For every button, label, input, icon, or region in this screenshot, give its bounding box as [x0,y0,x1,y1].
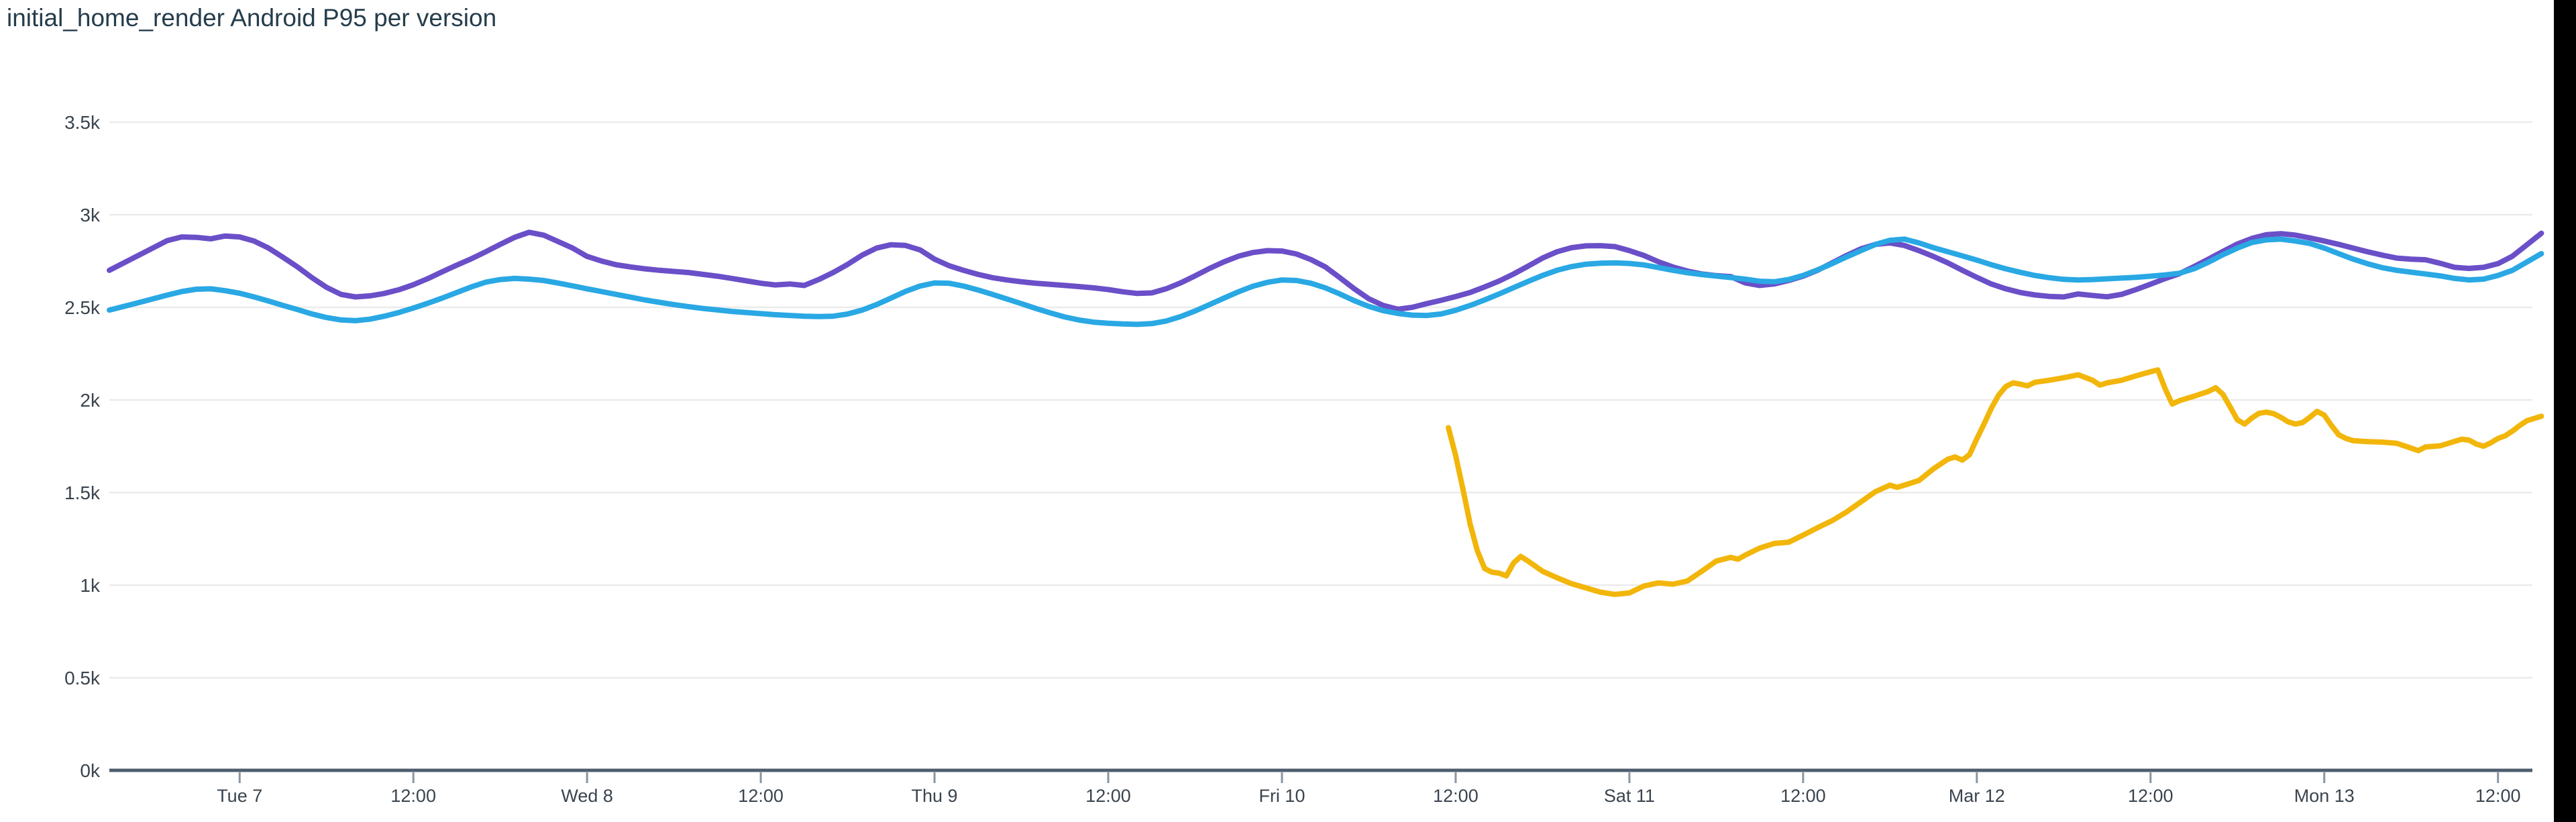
x-tick-label: 12:00 [1433,786,1479,806]
series-line-version-lightblue[interactable] [107,236,2544,327]
gridlines [109,121,2532,679]
y-tick-label: 0.5k [64,668,101,688]
x-tick-label: 12:00 [1085,786,1131,806]
x-tick-label: Mon 13 [2294,786,2355,806]
x-tick-label: Wed 8 [561,786,613,806]
series-line-version-purple[interactable] [107,229,2544,312]
x-tick-label: 12:00 [1780,786,1826,806]
x-axis [109,768,2532,783]
x-tick-label: 12:00 [2128,786,2174,806]
y-tick-label: 1.5k [64,482,101,503]
y-tick-label: 1k [80,575,101,596]
y-tick-label: 3.5k [64,112,101,133]
y-tick-label: 2k [80,390,101,411]
x-tick-label: Thu 9 [912,786,958,806]
y-axis-tick-labels: 0k 0.5k 1k 1.5k 2k 2.5k 3k 3.5k [64,112,101,781]
y-tick-label: 2.5k [64,297,101,318]
series-lines[interactable] [107,229,2544,597]
y-tick-label: 0k [80,760,101,781]
y-tick-label: 3k [80,205,101,225]
screen-right-black-border [2554,0,2576,822]
x-tick-label: Fri 10 [1258,786,1305,806]
chart-title: initial_home_render Android P95 per vers… [7,4,497,32]
x-tick-label: Tue 7 [217,786,262,806]
x-tick-label: 12:00 [2475,786,2521,806]
x-tick-label: Sat 11 [1604,786,1655,806]
x-tick-label: 12:00 [390,786,436,806]
series-line-version-yellow[interactable] [1446,367,2544,597]
x-axis-tick-labels: Tue 7 12:00 Wed 8 12:00 Thu 9 12:00 Fri 10 12:0… [217,786,2520,806]
x-tick-label: Mar 12 [1949,786,2005,806]
x-tick-label: 12:00 [738,786,784,806]
